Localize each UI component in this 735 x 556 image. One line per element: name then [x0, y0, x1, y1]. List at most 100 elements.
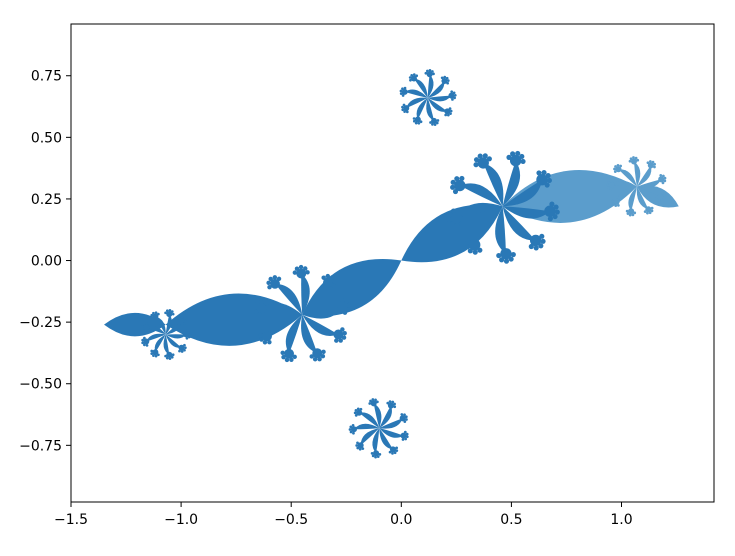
julia-fringe [448, 107, 452, 110]
julia-fringe [141, 341, 145, 345]
julia-fringe [391, 400, 395, 404]
julia-petal [302, 282, 329, 315]
julia-fringe [303, 266, 308, 271]
julia-bud [477, 157, 489, 169]
julia-fringe [632, 156, 635, 159]
julia-petal [267, 314, 303, 337]
julia-fringe [459, 175, 465, 181]
julia-bud [500, 248, 512, 260]
julia-fringe [298, 264, 304, 270]
julia-fringe [145, 343, 149, 347]
julia-bud [262, 331, 272, 342]
julia-fringe [486, 156, 492, 162]
julia-petal [301, 273, 310, 315]
julia-fringe [145, 322, 149, 325]
x-tick-label: −1.0 [164, 512, 198, 528]
julia-fringe [368, 402, 372, 405]
julia-bud [296, 268, 307, 279]
julia-fringe [329, 275, 335, 280]
julia-fringe [325, 273, 331, 279]
julia-petal [353, 423, 380, 430]
julia-fringe [171, 353, 175, 357]
julia-fringe [341, 335, 347, 340]
julia-petal [165, 334, 187, 339]
julia-bud [544, 205, 556, 217]
julia-fringe [355, 444, 359, 447]
julia-body-segment [104, 312, 166, 337]
julia-fringe [349, 430, 353, 434]
julia-fringe [183, 343, 186, 347]
julia-fringe [154, 354, 158, 358]
y-tick-label: 0.75 [31, 69, 62, 85]
julia-petal [379, 405, 392, 429]
julia-petal [427, 97, 448, 112]
julia-fringe [549, 201, 555, 207]
julia-fringe [650, 209, 654, 213]
julia-fringe [401, 108, 405, 112]
julia-fringe [433, 123, 437, 126]
julia-fringe [662, 174, 665, 178]
julia-fringe [659, 174, 663, 177]
julia-bud [529, 234, 542, 247]
julia-fringe [321, 349, 326, 355]
julia-fringe [499, 257, 505, 263]
julia-fringe [419, 120, 423, 124]
julia-fringe [447, 212, 453, 218]
julia-bud [403, 105, 410, 112]
julia-fringe [454, 176, 460, 182]
julia-fringe [663, 176, 667, 180]
julia-fringe [317, 356, 322, 362]
julia-fringe [403, 430, 407, 434]
julia-fringe [473, 162, 479, 168]
julia-fringe [143, 329, 146, 333]
julia-bud [431, 117, 438, 124]
julia-fringe [404, 415, 408, 419]
julia-petal [146, 333, 166, 342]
julia-fringe [356, 407, 360, 411]
julia-fringe [399, 92, 403, 95]
julia-petal [404, 89, 428, 98]
julia-bud [613, 198, 620, 205]
julia-fringe [187, 335, 191, 339]
julia-petal [261, 302, 303, 315]
julia-fringe [609, 179, 613, 183]
julia-fringe [553, 204, 559, 210]
julia-fringe [402, 103, 406, 107]
julia-fringe [444, 113, 448, 117]
julia-petal [302, 306, 343, 319]
julia-fringe [267, 339, 272, 345]
julia-petal [628, 186, 637, 212]
julia-fringe [661, 181, 665, 185]
julia-fringe [266, 280, 271, 286]
julia-fringe [253, 309, 259, 315]
julia-fringe [628, 213, 632, 217]
y-tick-label: −0.75 [19, 438, 62, 454]
julia-fringe [292, 354, 297, 360]
julia-petal [302, 314, 339, 336]
julia-fringe [165, 356, 169, 360]
julia-fringe [510, 251, 516, 258]
julia-bud [645, 206, 652, 213]
julia-petal [502, 179, 543, 207]
julia-fringe [661, 191, 664, 195]
julia-petal [483, 162, 504, 207]
julia-fringe [414, 121, 418, 125]
julia-fringe [404, 437, 408, 441]
julia-fringe [164, 354, 167, 358]
julia-fringe [354, 414, 358, 417]
julia-bud [166, 311, 173, 318]
julia-fringe [259, 337, 264, 342]
julia-fringe [294, 266, 300, 271]
julia-bud [426, 71, 433, 78]
julia-petal [636, 165, 652, 187]
julia-fringe [626, 212, 630, 216]
julia-fringe [613, 167, 616, 171]
julia-fringe [405, 110, 409, 114]
julia-fringe [464, 244, 471, 250]
julia-fringe [257, 312, 262, 317]
julia-fringe [331, 283, 336, 288]
julia-fringe [410, 74, 414, 77]
julia-fringe [183, 322, 186, 326]
julia-fringe [183, 348, 186, 352]
julia-fringe [409, 78, 412, 82]
